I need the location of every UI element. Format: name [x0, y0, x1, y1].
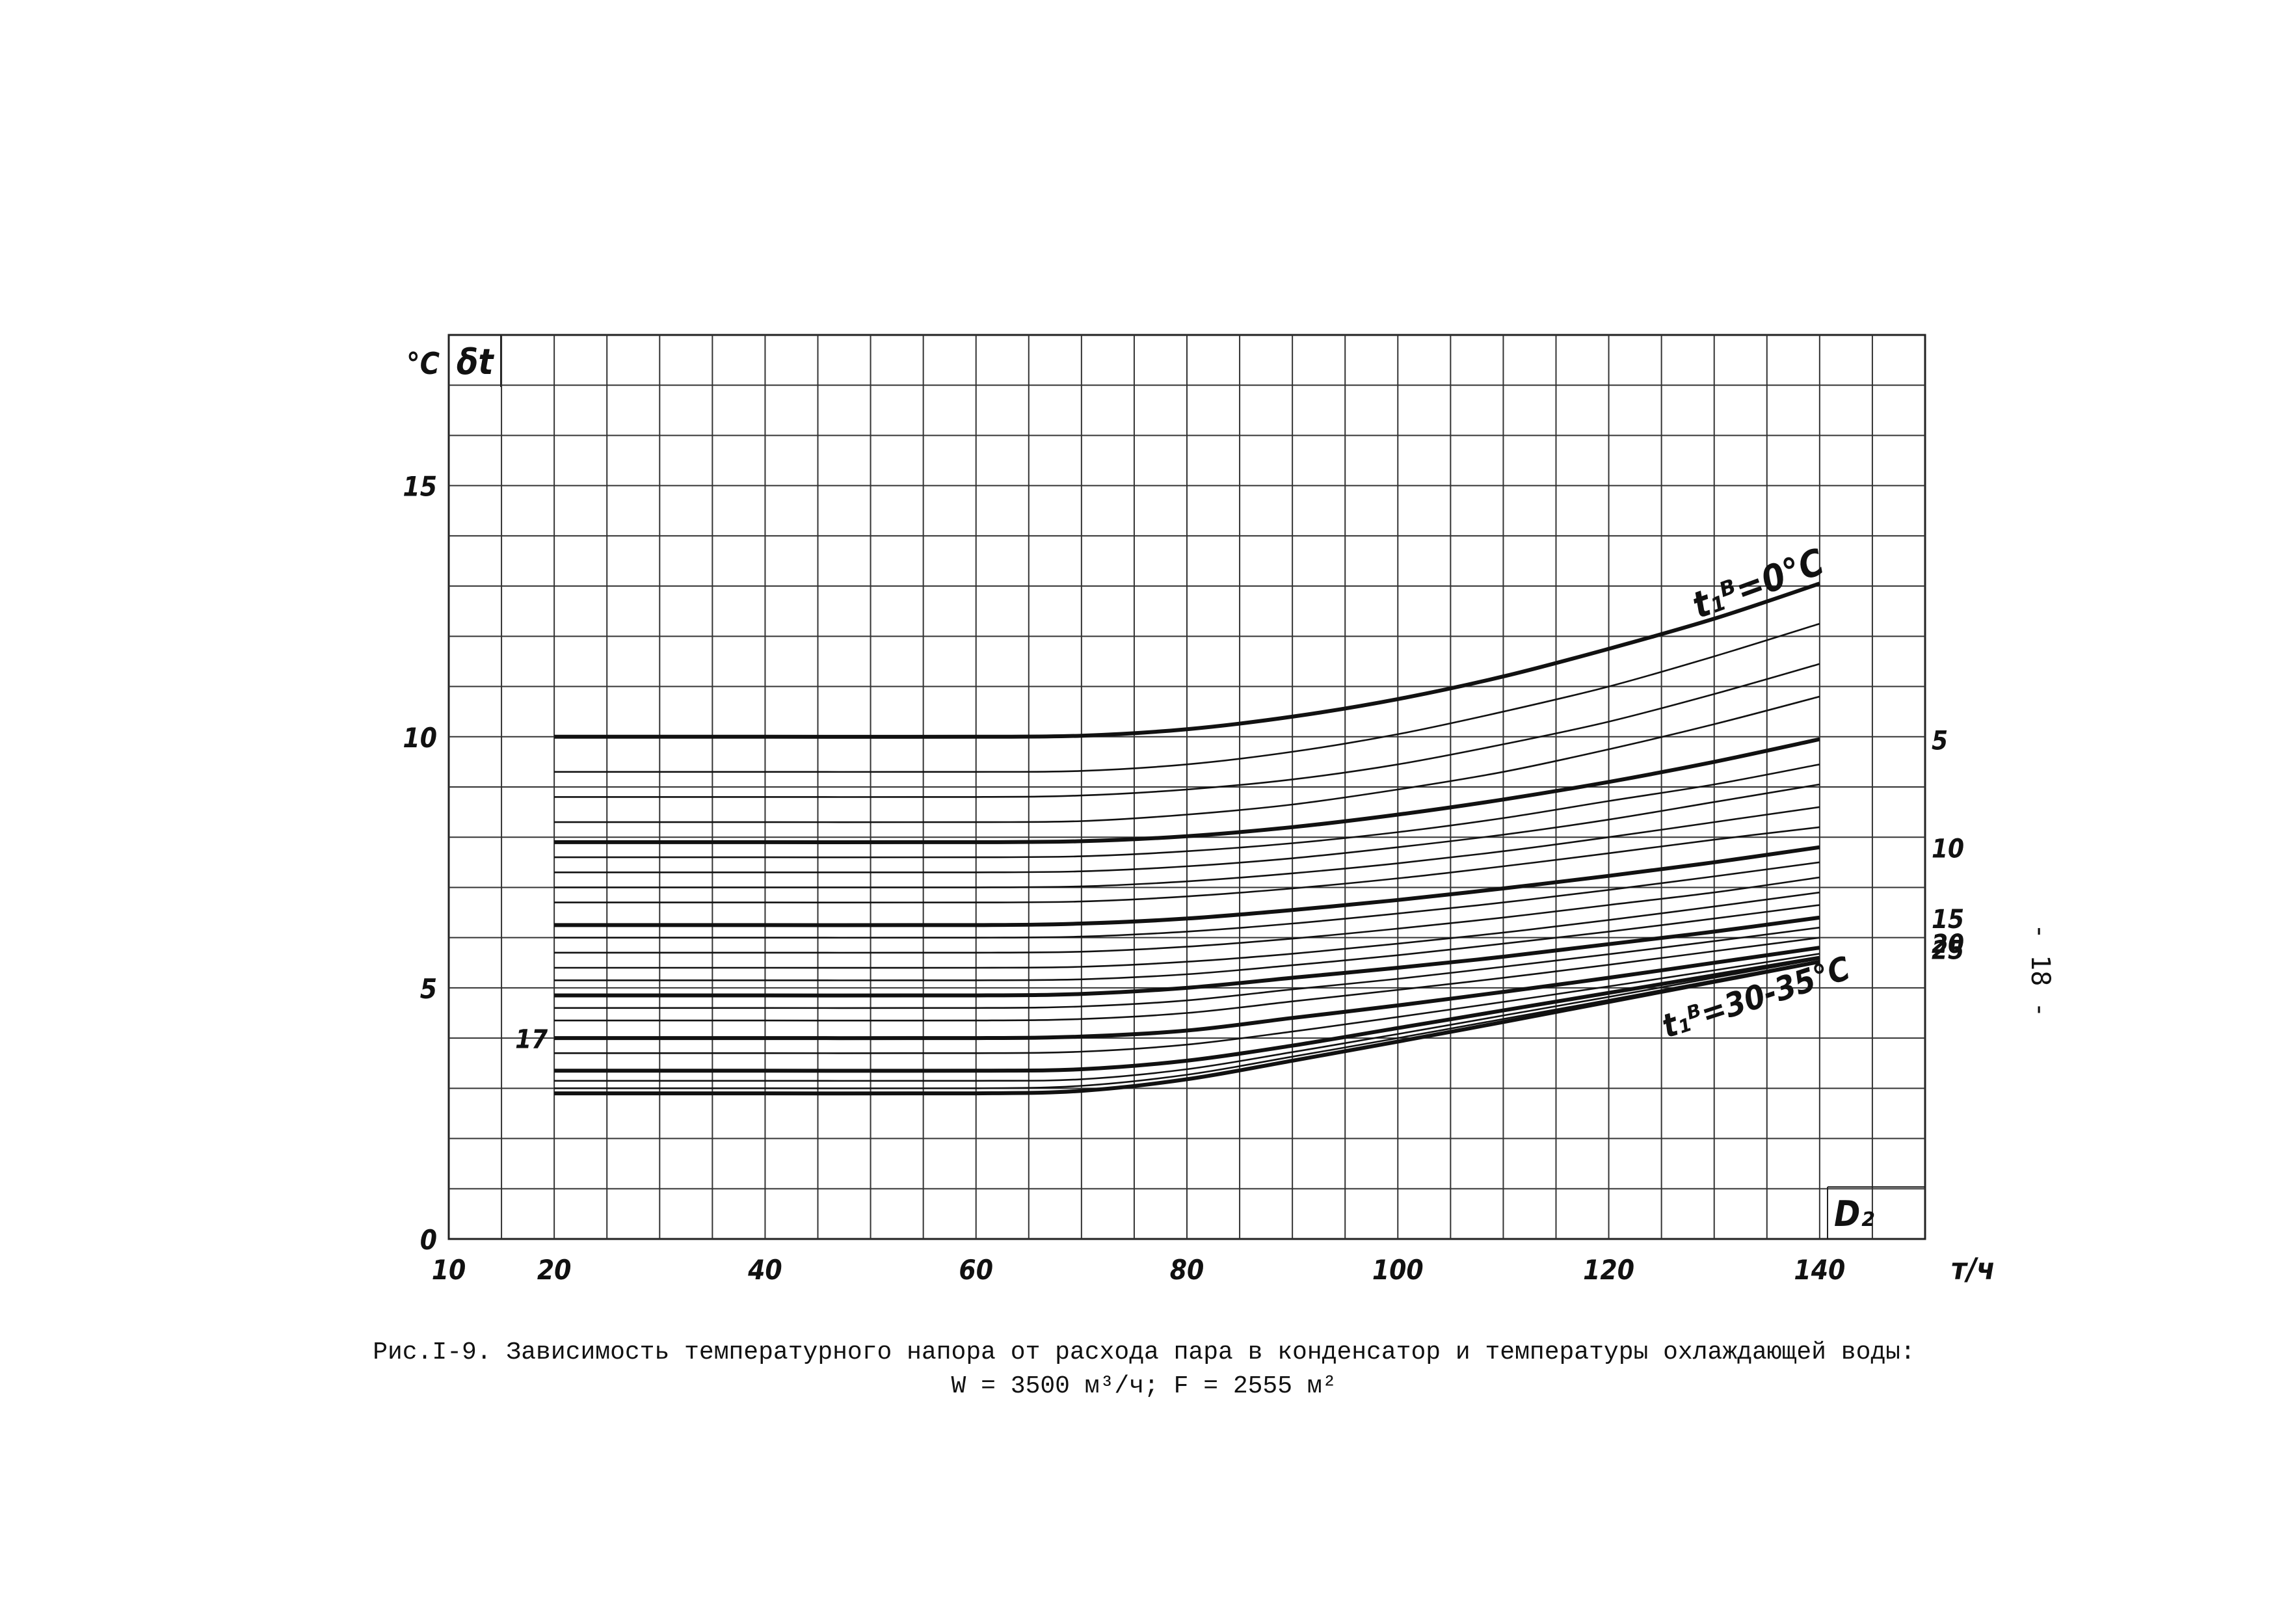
series-line [554, 955, 1820, 1073]
curve-label: 25 [1932, 936, 1964, 966]
series-line [554, 806, 1820, 888]
series-line [554, 937, 1820, 1022]
y-tick-label: 0 [420, 1224, 437, 1256]
x-tick-label: 120 [1583, 1254, 1634, 1286]
series-line [554, 953, 1820, 1054]
x-tick-label: 140 [1794, 1254, 1845, 1286]
series-line [554, 926, 1820, 1009]
curve-label: 10 [1932, 834, 1964, 864]
x-tick-label: 40 [747, 1254, 782, 1286]
x-tick-label: 20 [537, 1254, 572, 1286]
x-tick-label: 60 [959, 1254, 993, 1286]
series-line [554, 737, 1820, 845]
series-line [554, 915, 1820, 998]
curve-label: 5 [1932, 726, 1948, 756]
series-line [554, 783, 1820, 873]
series-line [554, 946, 1820, 1041]
series-line [554, 663, 1820, 798]
x-axis-unit: т/ч [1951, 1251, 1995, 1286]
curve-label: 20 [1932, 929, 1964, 959]
x-tick-label: 80 [1170, 1254, 1204, 1286]
series-line [554, 861, 1820, 939]
series-line [554, 695, 1820, 823]
y-tick-label: 15 [403, 471, 437, 503]
series-line [554, 845, 1820, 927]
series-line [554, 957, 1820, 1082]
figure-caption-line1: Рис.I-9. Зависимость температурного напо… [373, 1338, 1915, 1366]
y-tick-label: 5 [420, 973, 437, 1005]
chart-curves [554, 581, 1820, 1096]
series-line [554, 891, 1820, 969]
left-curve-label: 17 [515, 1024, 548, 1054]
series-line [554, 581, 1820, 739]
series-line [554, 959, 1820, 1096]
chart-ticks: 10 20 40 60 80 100 120 140 0 5 10 15 [403, 471, 1845, 1286]
series-line [554, 904, 1820, 981]
annotation-top: t₁ᴮ=0°C [1687, 541, 1829, 628]
y-axis-symbol: δt [457, 341, 494, 382]
x-tick-label: 10 [432, 1254, 466, 1286]
series-line [554, 622, 1820, 773]
x-tick-label: 100 [1372, 1254, 1424, 1286]
y-tick-label: 10 [403, 722, 437, 754]
y-axis-unit: °C [406, 346, 440, 381]
x-axis-symbol: D₂ [1834, 1193, 1874, 1234]
series-line [554, 876, 1820, 954]
series-line [554, 764, 1820, 859]
series-line [554, 826, 1820, 904]
curve-label: 15 [1932, 905, 1964, 935]
figure-caption-line2: W = 3500 м³/ч; F = 2555 м² [951, 1372, 1337, 1400]
page-number: - 18 - [2025, 924, 2055, 1018]
